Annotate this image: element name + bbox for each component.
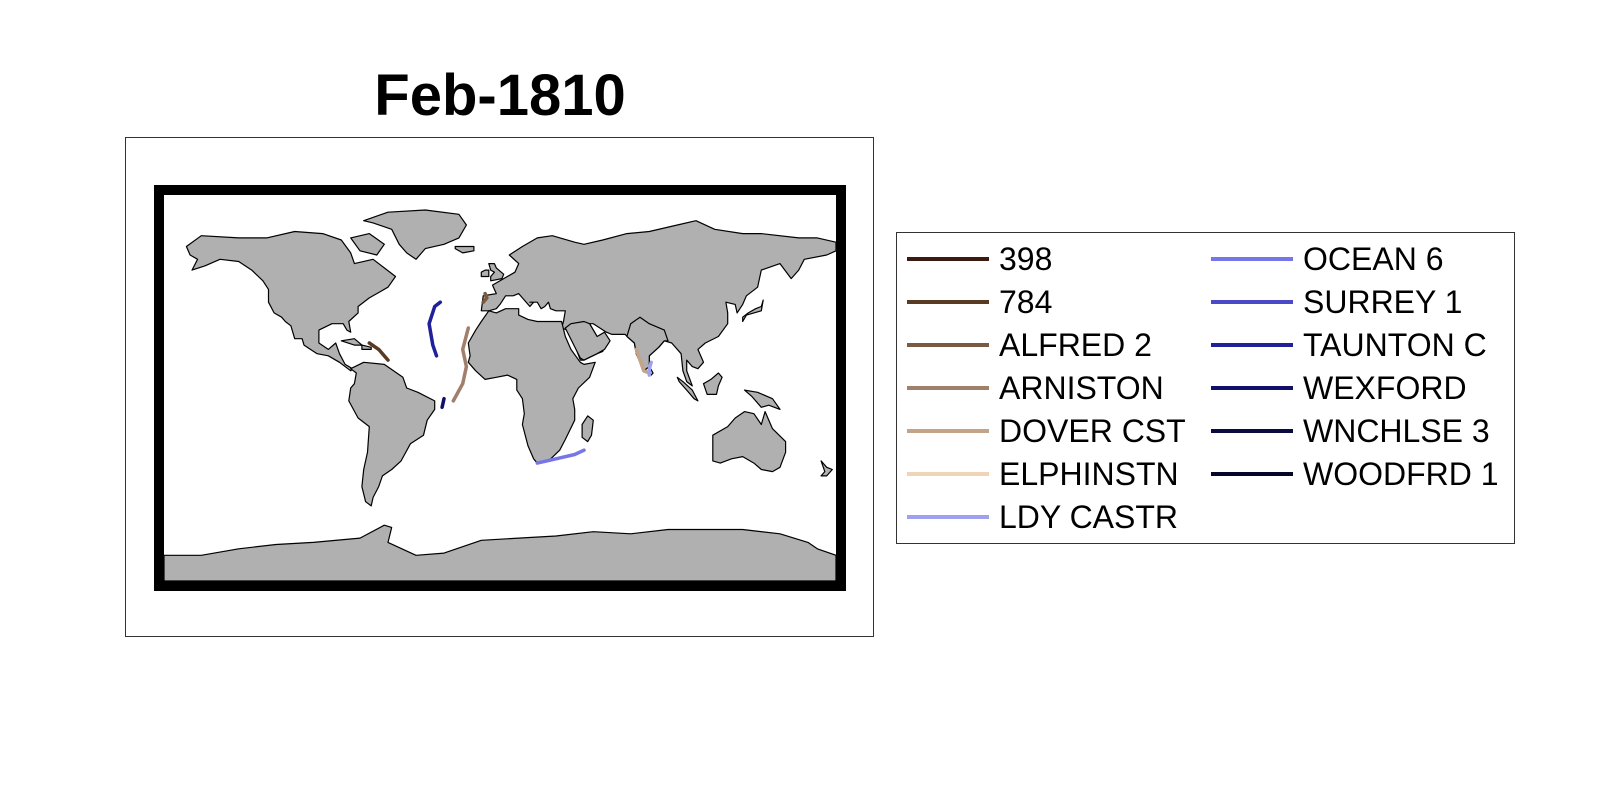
land-ireland bbox=[480, 269, 490, 278]
legend-item: LDY CASTR bbox=[907, 497, 1178, 537]
legend-item: ARNISTON bbox=[907, 368, 1164, 408]
legend-item: SURREY 1 bbox=[1211, 282, 1462, 322]
legend-label: WEXFORD bbox=[1303, 369, 1467, 406]
legend-swatch bbox=[907, 300, 989, 304]
land-australia bbox=[712, 411, 787, 473]
legend-swatch bbox=[907, 515, 989, 519]
legend-label: OCEAN 6 bbox=[1303, 240, 1444, 277]
legend-label: ARNISTON bbox=[999, 369, 1164, 406]
legend-item: WNCHLSE 3 bbox=[1211, 411, 1490, 451]
legend-item: 398 bbox=[907, 239, 1052, 279]
track-wexford bbox=[440, 396, 446, 410]
legend: 398 784 ALFRED 2 ARNISTON DOVER CST ELPHINSTN… bbox=[896, 232, 1515, 544]
land-baffin bbox=[350, 233, 385, 256]
legend-item: ELPHINSTN bbox=[907, 454, 1179, 494]
land-masses bbox=[164, 209, 836, 581]
legend-swatch bbox=[1211, 343, 1293, 347]
legend-label: ALFRED 2 bbox=[999, 326, 1152, 363]
legend-label: TAUNTON C bbox=[1303, 326, 1487, 363]
legend-swatch bbox=[1211, 257, 1293, 261]
land-new-guinea bbox=[743, 389, 781, 410]
legend-label: 784 bbox=[999, 283, 1053, 320]
track-dover-cst bbox=[634, 347, 652, 375]
legend-item: WEXFORD bbox=[1211, 368, 1467, 408]
track-taunton-c bbox=[427, 300, 443, 358]
legend-item: ALFRED 2 bbox=[907, 325, 1152, 365]
land-britain bbox=[488, 263, 505, 282]
map-title: Feb-1810 bbox=[374, 63, 626, 128]
legend-item: OCEAN 6 bbox=[1211, 239, 1443, 279]
land-borneo bbox=[702, 372, 723, 395]
legend-item: DOVER CST bbox=[907, 411, 1186, 451]
legend-swatch bbox=[907, 429, 989, 433]
ship-tracks bbox=[367, 291, 653, 465]
land-hispaniola bbox=[361, 344, 372, 350]
land-iceland bbox=[454, 245, 475, 254]
land-south-america bbox=[348, 361, 436, 507]
legend-swatch bbox=[1211, 386, 1293, 390]
legend-label: LDY CASTR bbox=[999, 498, 1179, 535]
legend-label: ELPHINSTN bbox=[999, 455, 1179, 492]
legend-swatch bbox=[1211, 429, 1293, 433]
land-africa bbox=[467, 308, 596, 464]
legend-swatch bbox=[907, 386, 989, 390]
legend-label: DOVER CST bbox=[999, 412, 1186, 449]
track-ldy-castr bbox=[647, 360, 653, 377]
land-sumatra bbox=[676, 376, 699, 402]
track-arniston bbox=[451, 326, 471, 403]
legend-item: WOODFRD 1 bbox=[1211, 454, 1499, 494]
track-784 bbox=[367, 341, 390, 362]
land-new-zealand bbox=[820, 460, 833, 477]
legend-label: SURREY 1 bbox=[1303, 283, 1463, 320]
legend-swatch bbox=[1211, 300, 1293, 304]
legend-swatch bbox=[1211, 472, 1293, 476]
legend-swatch bbox=[907, 257, 989, 261]
legend-label: 398 bbox=[999, 240, 1053, 277]
legend-item: 784 bbox=[907, 282, 1052, 322]
land-japan bbox=[742, 299, 764, 323]
land-arabia bbox=[564, 320, 611, 361]
legend-item: TAUNTON C bbox=[1211, 325, 1487, 365]
land-cuba bbox=[340, 338, 363, 346]
land-north-america bbox=[185, 230, 397, 372]
track-alfred-2 bbox=[481, 291, 489, 304]
world-map-canvas bbox=[164, 209, 836, 581]
land-greenland bbox=[363, 209, 467, 260]
legend-label: WOODFRD 1 bbox=[1303, 455, 1499, 492]
track-ocean-6 bbox=[535, 448, 586, 465]
legend-swatch bbox=[907, 343, 989, 347]
world-map bbox=[154, 185, 846, 591]
land-madagascar bbox=[581, 415, 594, 443]
legend-swatch bbox=[907, 472, 989, 476]
legend-label: WNCHLSE 3 bbox=[1303, 412, 1490, 449]
land-antarctica bbox=[164, 524, 836, 581]
land-eurasia bbox=[480, 220, 836, 387]
